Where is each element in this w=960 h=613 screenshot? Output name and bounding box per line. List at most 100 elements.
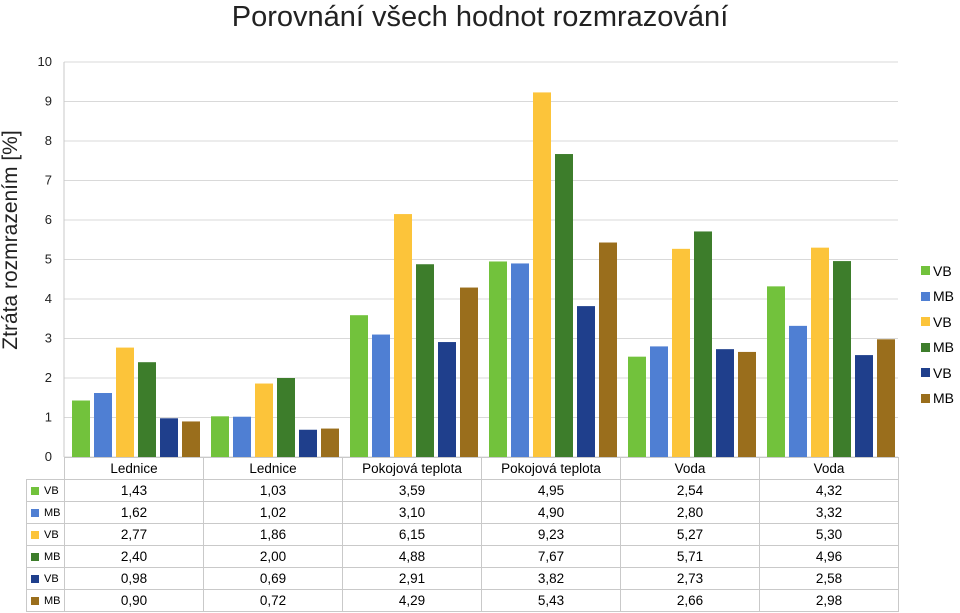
table-cell: 1,62: [64, 501, 204, 524]
y-tick-label: 4: [45, 291, 52, 306]
bar: [533, 92, 551, 457]
table-series-key: VB: [26, 523, 65, 546]
bar: [160, 418, 178, 457]
legend: VB MB VB MB VB MB: [921, 258, 960, 411]
table-series-swatch: [31, 486, 39, 495]
table-series-name: MB: [44, 506, 61, 519]
y-tick-label: 0: [45, 449, 52, 464]
table-cell: 5,71: [620, 545, 760, 568]
bar: [577, 306, 595, 457]
table-cell: 7,67: [481, 545, 621, 568]
bar: [811, 247, 829, 457]
legend-swatch: [921, 266, 930, 276]
bar: [182, 421, 200, 457]
table-cell: 2,66: [620, 589, 760, 612]
y-tick-label: 3: [45, 331, 52, 346]
table-cell: 4,96: [759, 545, 899, 568]
bar: [394, 214, 412, 457]
bar: [94, 393, 112, 457]
y-tick-label: 6: [45, 212, 52, 227]
x-category-label: Voda: [759, 457, 899, 480]
bar: [833, 261, 851, 457]
table-row: MB 2,40 2,00 4,88 7,67 5,71 4,96: [26, 545, 899, 568]
bar: [599, 242, 617, 457]
bar: [416, 264, 434, 457]
legend-swatch: [921, 393, 930, 403]
table-cell: 5,27: [620, 523, 760, 546]
legend-item: MB: [921, 335, 960, 361]
legend-item: VB: [921, 309, 960, 335]
bar: [116, 347, 134, 457]
table-cell: 6,15: [342, 523, 482, 546]
table-cell: 3,10: [342, 501, 482, 524]
legend-swatch: [921, 342, 930, 352]
bar: [299, 429, 317, 457]
table-cell: 2,77: [64, 523, 204, 546]
x-category-label: Lednice: [64, 457, 204, 480]
bar: [72, 400, 90, 457]
table-cell: 9,23: [481, 523, 621, 546]
table-cell: 4,29: [342, 589, 482, 612]
legend-swatch: [921, 291, 930, 301]
y-tick-label: 7: [45, 173, 52, 188]
table-series-swatch: [31, 552, 39, 561]
x-category-label: Voda: [620, 457, 760, 480]
bar: [233, 416, 251, 457]
bar: [767, 286, 785, 457]
table-cell: 0,69: [203, 567, 343, 590]
bar: [438, 342, 456, 457]
legend-label: MB: [933, 390, 954, 407]
table-series-key: MB: [26, 545, 65, 568]
table-cell: 1,43: [64, 479, 204, 502]
table-series-swatch: [31, 508, 39, 517]
table-cell: 5,43: [481, 589, 621, 612]
bar: [350, 315, 368, 457]
table-cell: 2,80: [620, 501, 760, 524]
table-series-name: VB: [44, 528, 59, 541]
table-cell: 3,32: [759, 501, 899, 524]
table-cell: 5,30: [759, 523, 899, 546]
table-row: VB 2,77 1,86 6,15 9,23 5,27 5,30: [26, 523, 899, 546]
bar: [738, 351, 756, 457]
table-cell: 2,00: [203, 545, 343, 568]
legend-item: VB: [921, 360, 960, 386]
legend-item: MB: [921, 284, 960, 310]
table-row: VB 0,98 0,69 2,91 3,82 2,73 2,58: [26, 567, 899, 590]
y-tick-label: 1: [45, 410, 52, 425]
legend-item: MB: [921, 386, 960, 412]
table-cell: 2,91: [342, 567, 482, 590]
table-row: MB 1,62 1,02 3,10 4,90 2,80 3,32: [26, 501, 899, 524]
table-series-swatch: [31, 530, 39, 539]
bar: [789, 325, 807, 457]
bar: [460, 287, 478, 457]
table-row: VB 1,43 1,03 3,59 4,95 2,54 4,32: [26, 479, 899, 502]
legend-item: VB: [921, 258, 960, 284]
table-header-row: Lednice Lednice Pokojová teplota Pokojová t…: [27, 457, 899, 480]
table-series-name: MB: [44, 594, 61, 607]
bar: [211, 416, 229, 457]
x-category-label: Pokojová teplota: [342, 457, 482, 480]
legend-label: MB: [933, 288, 954, 305]
legend-label: MB: [933, 339, 954, 356]
legend-label: VB: [933, 313, 952, 330]
chart-title: Porovnání všech hodnot rozmrazování: [231, 1, 729, 33]
bar: [877, 339, 895, 457]
bar: [489, 261, 507, 457]
y-tick-label: 5: [45, 252, 52, 267]
table-cell: 2,58: [759, 567, 899, 590]
bar: [372, 334, 390, 457]
table-cell: 0,98: [64, 567, 204, 590]
bar: [321, 428, 339, 457]
legend-swatch: [921, 317, 930, 327]
y-tick-label: 10: [38, 54, 52, 69]
table-cell: 4,90: [481, 501, 621, 524]
bar: [855, 355, 873, 457]
x-category-label: Lednice: [203, 457, 343, 480]
table-cell: 1,86: [203, 523, 343, 546]
y-tick-label: 8: [45, 133, 52, 148]
bar: [650, 346, 668, 457]
bar: [138, 362, 156, 457]
table-cell: 0,72: [203, 589, 343, 612]
bar: [277, 378, 295, 457]
